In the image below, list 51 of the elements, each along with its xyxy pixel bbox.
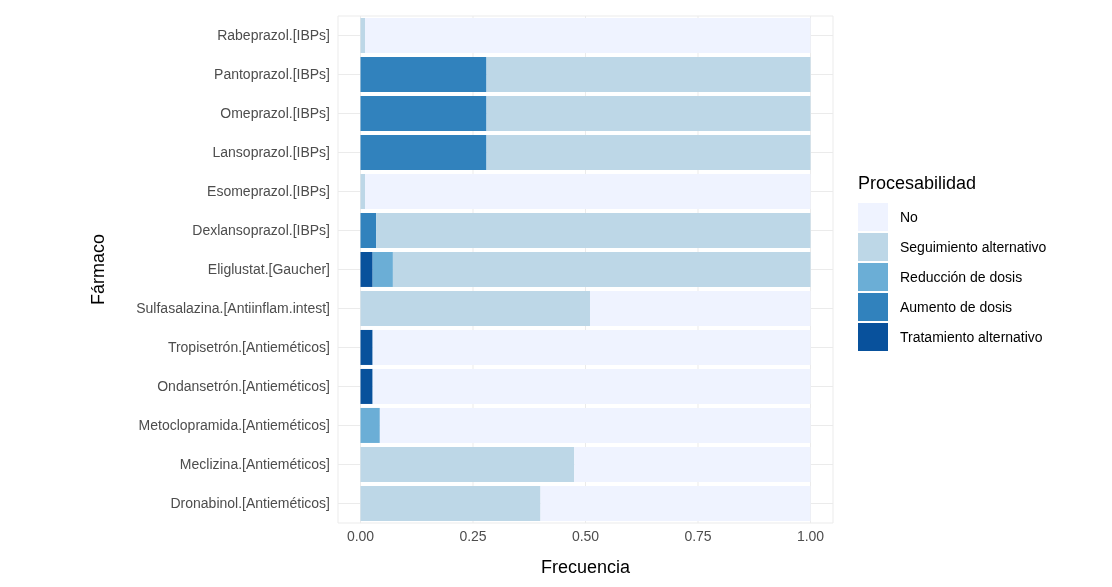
- x-tick-label: 0.75: [684, 527, 712, 544]
- bar: [360, 290, 590, 326]
- legend-label: Aumento de dosis: [900, 299, 1013, 315]
- x-tick-label: 0.00: [346, 527, 375, 544]
- y-tick-label: Dronabinol.[Antieméticos]: [170, 495, 330, 512]
- bar: [360, 329, 373, 365]
- bar: [360, 407, 380, 443]
- legend-label: Reducción de dosis: [900, 269, 1023, 285]
- x-tick-label: 0.25: [459, 527, 487, 544]
- y-tick-label: Pantoprazol.[IBPs]: [214, 66, 330, 83]
- bar: [540, 485, 811, 521]
- y-tick-label: Omeprazol.[IBPs]: [220, 105, 330, 122]
- bar: [486, 134, 811, 170]
- y-tick-label: Sulfasalazina.[Antiinflam.intest]: [136, 300, 330, 317]
- y-tick-label: Meclizina.[Antieméticos]: [179, 456, 330, 473]
- bar: [360, 56, 487, 92]
- legend-label: Seguimiento alternativo: [900, 239, 1047, 255]
- bar: [376, 212, 811, 248]
- bar: [372, 251, 393, 287]
- bar: [360, 212, 377, 248]
- bar: [360, 368, 373, 404]
- bar: [486, 95, 811, 131]
- bar: [372, 329, 811, 365]
- y-tick-label: Tropisetrón.[Antieméticos]: [167, 339, 330, 356]
- bar: [379, 407, 811, 443]
- y-tick-label: Esomeprazol.[IBPs]: [207, 183, 330, 200]
- bar: [365, 173, 811, 209]
- bar: [574, 446, 811, 482]
- y-tick-label: Ondansetrón.[Antieméticos]: [157, 378, 330, 395]
- y-tick-label: Eliglustat.[Gaucher]: [207, 261, 330, 278]
- x-tick-label: 1.00: [796, 527, 825, 544]
- bar: [392, 251, 811, 287]
- bar: [360, 485, 541, 521]
- y-tick-label: Dexlansoprazol.[IBPs]: [192, 222, 330, 239]
- legend-label: Tratamiento alternativo: [900, 329, 1043, 345]
- y-tick-label: Lansoprazol.[IBPs]: [212, 144, 330, 161]
- bar: [360, 251, 373, 287]
- x-tick-label: 0.50: [571, 527, 600, 544]
- bar: [360, 446, 575, 482]
- bar: [372, 368, 811, 404]
- bar: [486, 56, 811, 92]
- legend-label: No: [900, 209, 918, 225]
- y-tick-label: Metoclopramida.[Antieméticos]: [138, 417, 330, 434]
- legend-title: Procesabilidad: [858, 173, 978, 194]
- y-tick-label: Rabeprazol.[IBPs]: [217, 27, 330, 44]
- y-axis-title: Fármaco: [88, 233, 109, 306]
- bar: [360, 95, 487, 131]
- bar: [360, 134, 487, 170]
- bar: [590, 290, 811, 326]
- bar: [365, 17, 811, 53]
- x-axis-title: Frecuencia: [540, 557, 632, 577]
